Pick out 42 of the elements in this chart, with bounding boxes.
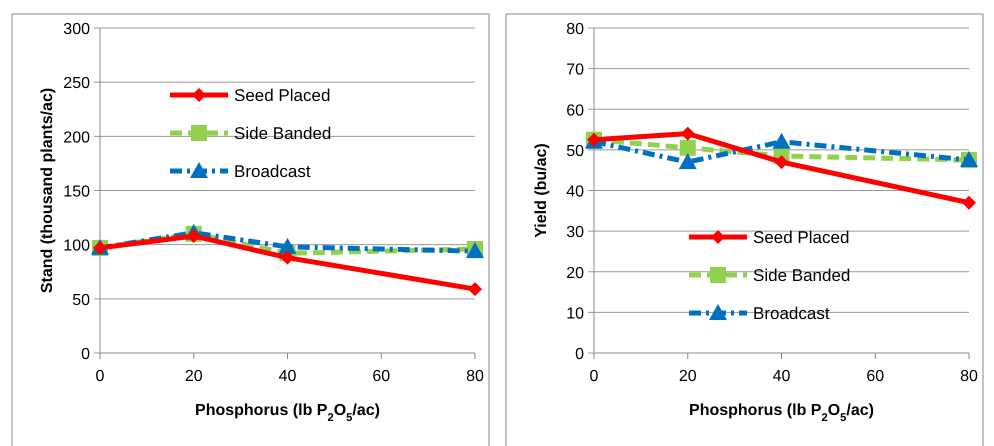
x-tick-label: 80 (466, 368, 484, 385)
legend-label: Side Banded (753, 266, 850, 285)
y-tick-label: 70 (566, 62, 584, 79)
x-axis-title: Phosphorus (lb P$_{2}$O$_{5}$/ac) (195, 402, 380, 424)
y-axis-title: Stand (thousand plants/ac) (39, 88, 56, 294)
point (678, 153, 697, 170)
y-tick-label: 0 (81, 346, 90, 363)
y-tick-label: 100 (63, 238, 90, 255)
x-tick-label: 60 (866, 368, 884, 385)
x-tick-label: 80 (960, 368, 978, 385)
y-tick-label: 150 (63, 184, 90, 200)
y-tick-label: 300 (63, 21, 90, 38)
point (962, 196, 976, 210)
x-tick-label: 60 (372, 368, 390, 385)
y-tick-label: 250 (63, 75, 90, 92)
y-tick-label: 60 (566, 102, 584, 120)
point (680, 140, 696, 156)
x-tick-label: 40 (278, 368, 296, 385)
y-tick-label: 50 (72, 292, 90, 309)
y-tick-label: 80 (566, 21, 584, 38)
x-tick-label: 40 (772, 368, 790, 385)
y-tick-label: 20 (566, 264, 584, 282)
y-tick-label: 10 (566, 305, 584, 322)
x-axis-title: Phosphorus (lb P$_{2}$O$_{5}$/ac) (689, 402, 874, 424)
legend-label: Seed Placed (234, 86, 330, 105)
y-tick-label: 30 (566, 224, 584, 242)
y-tick-label: 40 (566, 184, 584, 200)
y-axis-title: Yield (bu/ac) (533, 143, 550, 238)
y-tick-label: 50 (566, 142, 584, 160)
y-tick-label: 0 (575, 346, 584, 363)
y-tick-label: 200 (63, 129, 90, 146)
x-tick-label: 0 (590, 368, 599, 385)
x-tick-label: 20 (184, 368, 203, 385)
point (772, 132, 790, 149)
legend-label: Seed Placed (753, 228, 850, 247)
x-tick-label: 0 (96, 368, 105, 385)
x-tick-label: 20 (678, 368, 697, 385)
legend-label: Broadcast (234, 162, 311, 181)
legend-label: Side Banded (234, 124, 332, 143)
point (680, 126, 695, 141)
legend-label: Broadcast (753, 304, 830, 323)
point (774, 155, 788, 170)
